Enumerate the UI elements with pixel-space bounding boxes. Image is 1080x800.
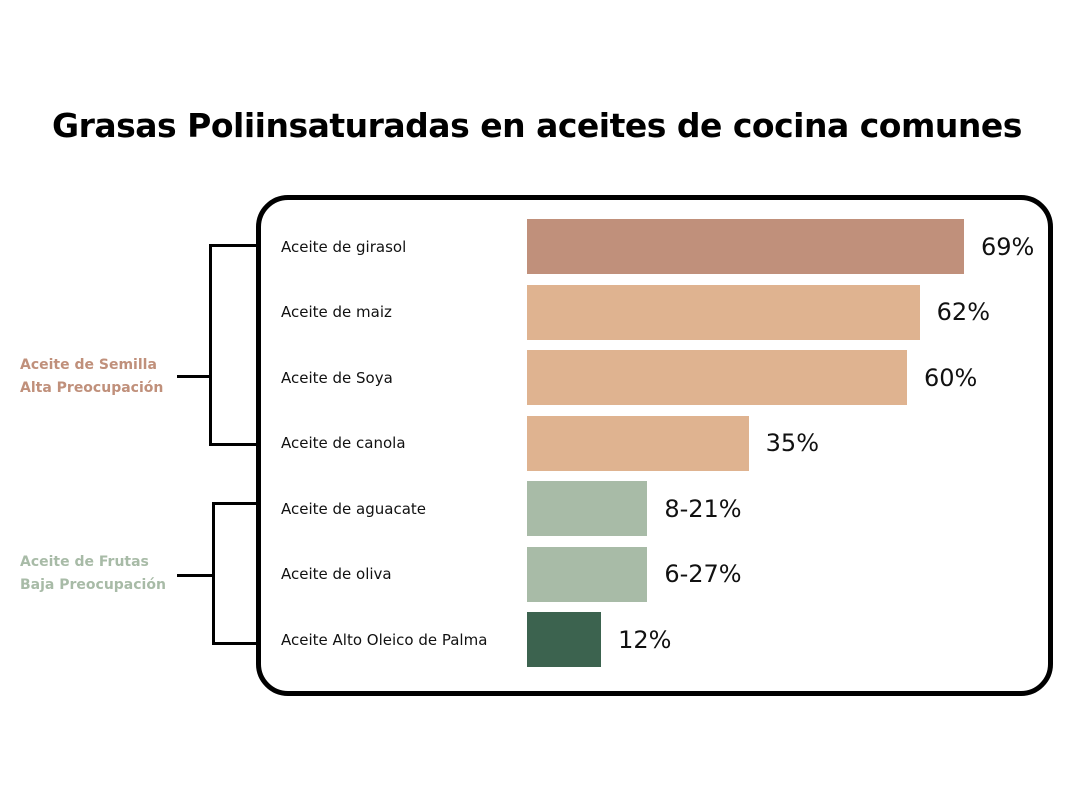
bar	[527, 546, 648, 602]
category-label: Aceite de girasol	[281, 237, 407, 256]
value-label: 6-27%	[664, 560, 742, 588]
bar	[527, 284, 920, 340]
group-label-line1: Aceite de Frutas	[20, 554, 149, 570]
category-label: Aceite de Soya	[281, 368, 393, 387]
bar	[527, 219, 964, 274]
group-label-fruit-oils: Aceite de Frutas Baja Preocupación	[20, 551, 166, 597]
group-bracket-stub	[177, 375, 212, 378]
category-label: Aceite de oliva	[281, 565, 392, 583]
group-bracket-fruit-oils	[212, 502, 257, 645]
group-label-line2: Baja Preocupación	[20, 577, 166, 593]
category-label: Aceite Alto Oleico de Palma	[281, 630, 488, 649]
bar	[527, 350, 907, 405]
bar	[527, 612, 602, 667]
category-label: Aceite de maiz	[281, 303, 392, 321]
value-label: 12%	[618, 625, 672, 654]
value-label: 8-21%	[664, 494, 742, 523]
group-label-line1: Aceite de Semilla	[20, 357, 157, 373]
value-label: 60%	[924, 363, 978, 392]
value-label: 35%	[765, 429, 819, 457]
chart-title: Grasas Poliinsaturadas en aceites de coc…	[52, 106, 1022, 145]
group-label-line2: Alta Preocupación	[20, 380, 164, 396]
group-bracket-seed-oils	[209, 244, 257, 446]
category-label: Aceite de aguacate	[281, 499, 426, 518]
group-label-seed-oils: Aceite de Semilla Alta Preocupación	[20, 354, 163, 400]
chart-frame	[256, 195, 1053, 696]
category-label: Aceite de canola	[281, 434, 406, 452]
bar	[527, 481, 648, 536]
value-label: 69%	[981, 232, 1035, 261]
bar	[527, 415, 749, 471]
value-label: 62%	[936, 298, 990, 326]
group-bracket-stub	[177, 574, 214, 577]
